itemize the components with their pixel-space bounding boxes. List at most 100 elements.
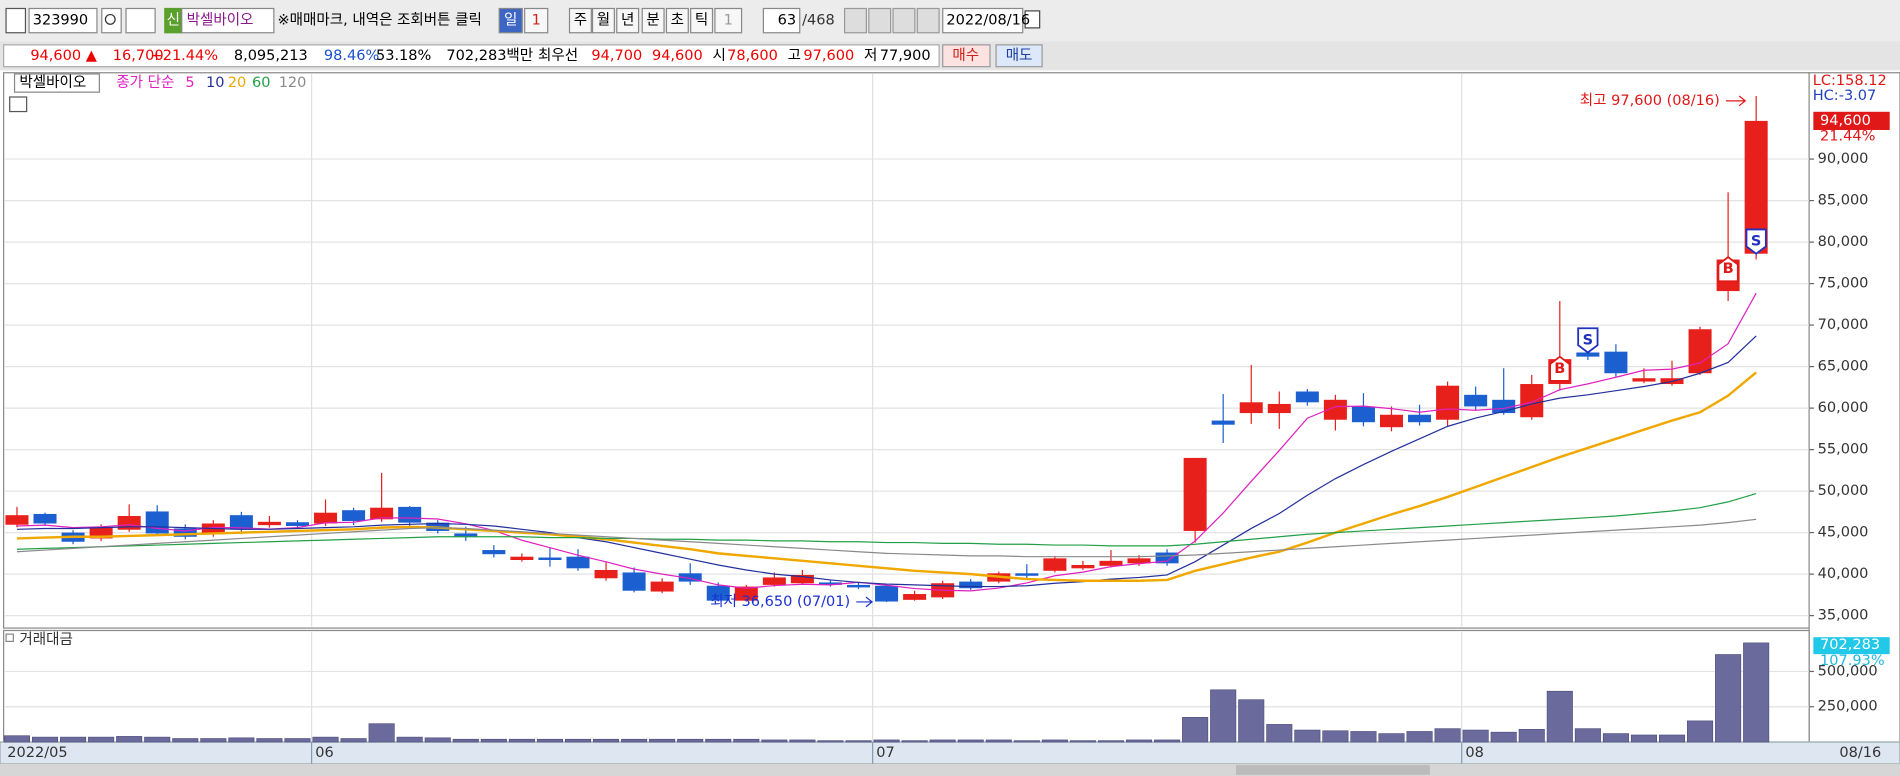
high-annotation: 최고 97,600 (08/16) [1580, 92, 1720, 109]
code-box[interactable] [28, 7, 98, 34]
grid-icon[interactable] [9, 96, 28, 113]
volume-bar [1434, 728, 1461, 743]
sound-icon[interactable] [125, 7, 156, 34]
volume-bar [1574, 728, 1601, 743]
quote-bid: 94,600 [652, 48, 703, 64]
period-label: 주 [574, 13, 587, 29]
settings-icon[interactable] [916, 7, 940, 34]
menu-icon[interactable] [5, 7, 27, 34]
y-tick-label: 70,000 [1818, 317, 1869, 333]
candle-body [1239, 402, 1263, 414]
candle-body [566, 556, 590, 569]
volume-bar [1013, 740, 1040, 743]
volume-bar [1715, 654, 1742, 743]
candle-body [903, 594, 927, 600]
x-tick-label: 06 [315, 745, 333, 761]
volume-bar [1630, 734, 1657, 743]
volume-bar [1182, 717, 1209, 743]
volume-bar [116, 736, 143, 743]
y-tick-label: 250,000 [1818, 699, 1878, 715]
notice: ※매매마크, 내역은 조회버튼 클릭 [277, 12, 481, 29]
period-button[interactable] [524, 7, 549, 34]
candle-body [678, 573, 702, 582]
quote-low-label: 저 [864, 47, 877, 64]
period-label: 1 [724, 13, 733, 29]
period-button[interactable] [568, 7, 592, 34]
period-button[interactable] [498, 7, 523, 34]
period-button[interactable] [616, 7, 640, 34]
candle-body [1267, 403, 1291, 414]
right-axis [1808, 72, 1900, 743]
candle-body [762, 577, 786, 585]
volume-bar [88, 736, 115, 743]
candle-body [847, 584, 871, 588]
candle-body [33, 513, 57, 524]
candle-body [1071, 564, 1095, 569]
quote-turnover: 53.18% [376, 48, 431, 64]
name-box[interactable] [181, 7, 275, 34]
last-price: 94,600 [1820, 113, 1871, 129]
moving-average [16, 371, 1757, 582]
search-icon[interactable] [101, 7, 122, 34]
period-button[interactable] [591, 7, 615, 34]
tool-icon[interactable] [843, 7, 867, 34]
candle-body [790, 574, 814, 584]
candle-body [706, 585, 730, 601]
candle-body [1127, 558, 1151, 564]
volume-bar [1546, 690, 1573, 743]
date-box[interactable] [942, 7, 1024, 34]
volume-bar [1041, 739, 1068, 743]
tool-icon[interactable] [868, 7, 892, 34]
candle-body [342, 510, 366, 521]
volume-bar [1378, 733, 1405, 743]
save-icon[interactable] [892, 7, 916, 34]
period-button[interactable] [714, 7, 743, 34]
y-tick-label: 85,000 [1818, 193, 1869, 209]
signal-label: S [1583, 332, 1593, 348]
last-change: 21.44% [1820, 129, 1875, 145]
y-tick-label: 35,000 [1818, 608, 1869, 624]
period-button[interactable] [690, 7, 714, 34]
candle-body [959, 581, 983, 589]
period-button[interactable] [641, 7, 665, 34]
low-annotation: 최저 36,650 (07/01) [710, 593, 850, 610]
quote-price: 94,600 ▲ [30, 48, 97, 64]
x-tick-label: 07 [876, 745, 894, 761]
volume-bar [985, 739, 1012, 743]
volume-bar [452, 738, 479, 743]
volume-bar [172, 738, 199, 743]
sell-button[interactable] [995, 44, 1043, 68]
stock-name: 박셀바이오 [187, 12, 254, 29]
period-label: 분 [646, 13, 659, 29]
volume-bar [508, 738, 535, 743]
quote-open-label: 시 [713, 48, 726, 64]
count-box[interactable] [762, 7, 801, 34]
legend-title: 박셀바이오 [19, 74, 86, 91]
legend-entry: 20 [228, 75, 246, 91]
buy-button[interactable] [942, 44, 991, 68]
volume-bar [284, 738, 311, 743]
annotation-arrow [856, 596, 873, 608]
volume-bar [1097, 740, 1125, 743]
volume-bar [621, 738, 648, 743]
total: /468 [802, 13, 835, 29]
legend-title-box[interactable] [13, 73, 100, 93]
x-tick-label: 08 [1465, 745, 1483, 761]
signal-label: S [1751, 234, 1761, 250]
volume-bar [761, 739, 788, 743]
volume-bar [1462, 729, 1489, 743]
volume-bar [1126, 739, 1153, 743]
volume-bar [901, 740, 928, 743]
calendar-icon[interactable] [1024, 10, 1041, 29]
scroll-thumb[interactable] [1235, 765, 1430, 775]
candle-body [875, 585, 899, 602]
volume-bar [368, 723, 395, 743]
legend-caption: 종가 단순 [116, 74, 174, 91]
period-button[interactable] [665, 7, 689, 34]
volume-bar [1687, 720, 1714, 743]
scrollbar[interactable] [0, 763, 1900, 776]
y-tick-label: 45,000 [1818, 525, 1869, 541]
signal-marker [1717, 255, 1739, 283]
candle-body [818, 582, 842, 585]
signal-label: B [1554, 361, 1565, 377]
